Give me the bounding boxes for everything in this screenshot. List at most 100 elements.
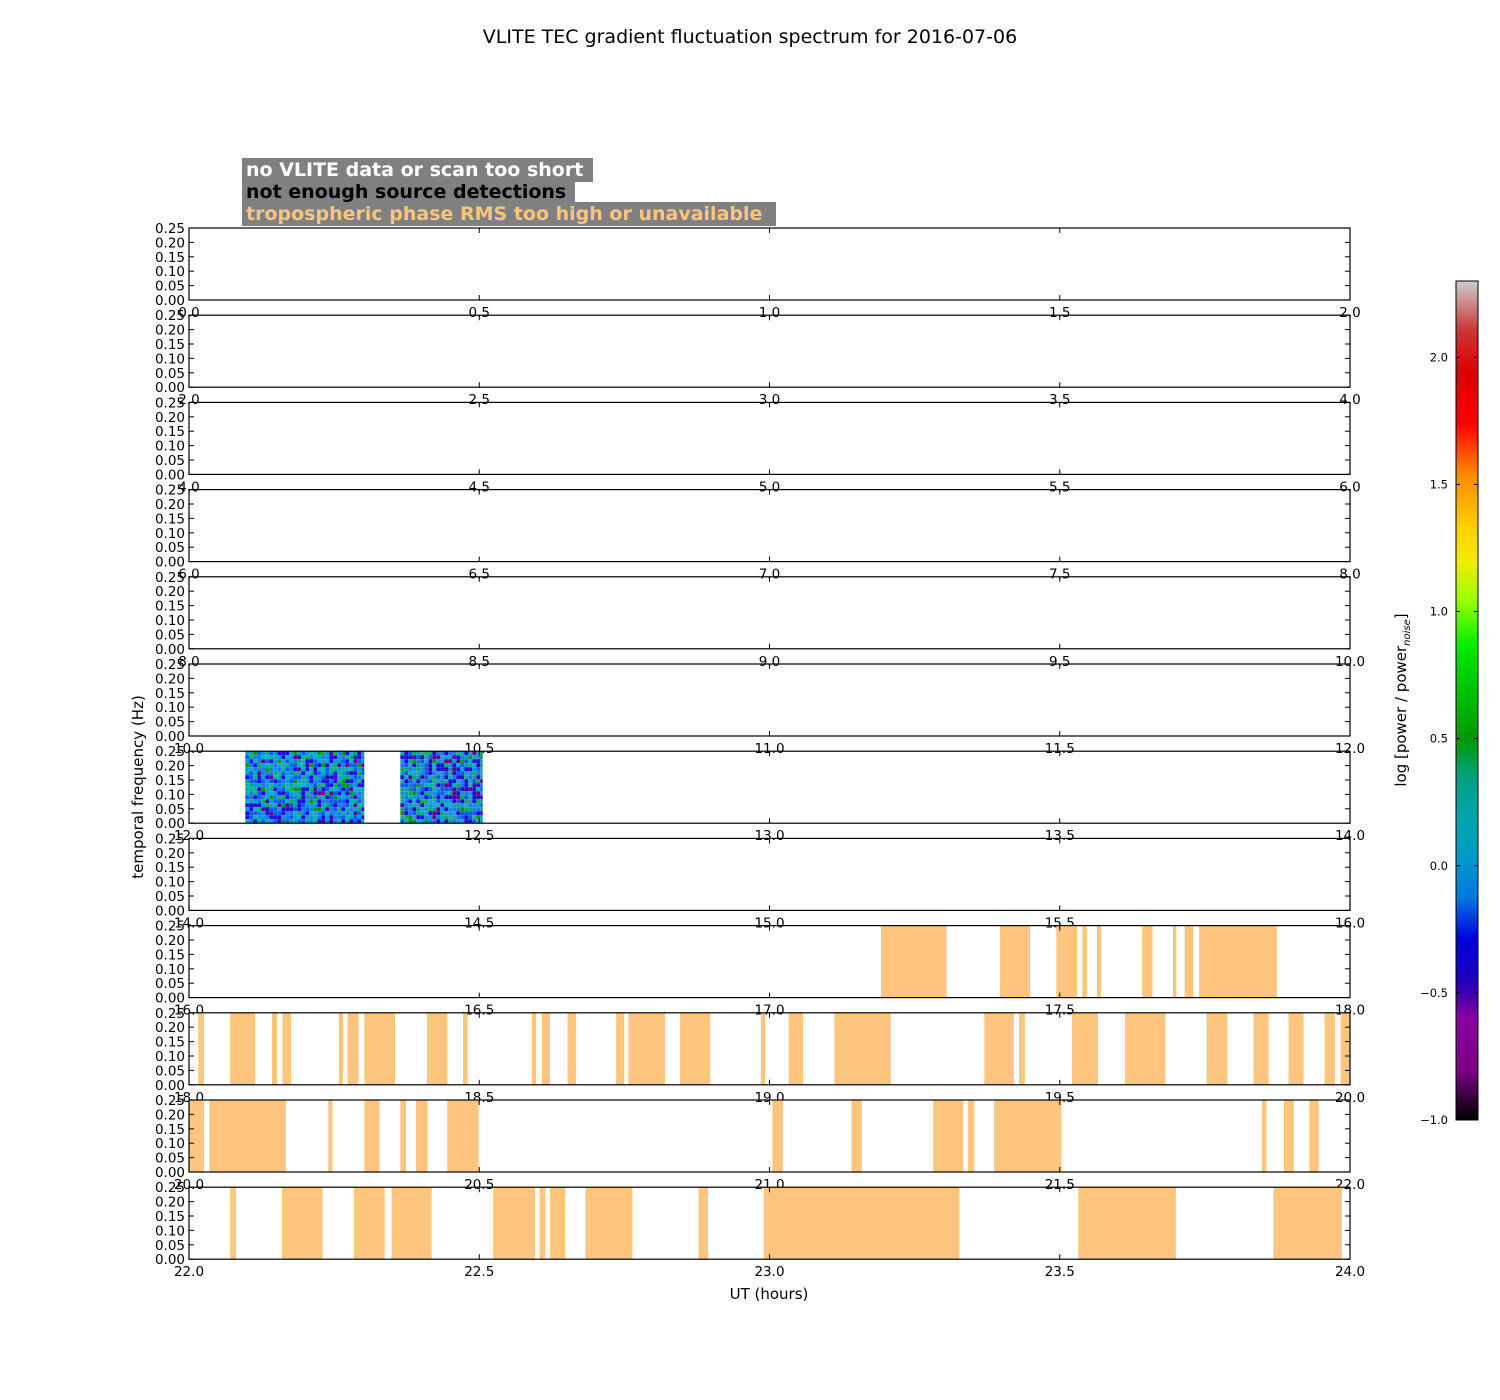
spectrogram-cell xyxy=(261,751,266,756)
spectrogram-cell xyxy=(325,751,330,756)
spectrogram-cell xyxy=(249,759,254,764)
x-tick-label: 15.0 xyxy=(754,915,784,931)
flag-bar xyxy=(209,1100,286,1172)
spectrogram-cell xyxy=(436,807,441,812)
spectrogram-cell xyxy=(301,767,306,772)
spectrogram-cell xyxy=(412,787,417,792)
spectrogram-cell xyxy=(440,775,445,780)
spectrogram-cell xyxy=(464,791,469,796)
y-tick-label: 0.05 xyxy=(155,1063,185,1079)
spectrogram-cell xyxy=(408,811,413,816)
y-tick-label: 0.15 xyxy=(155,599,185,615)
spectrogram-cell xyxy=(400,759,405,764)
spectrogram-cell xyxy=(317,791,322,796)
spectrogram-cell xyxy=(452,779,457,784)
spectrogram-cell xyxy=(325,811,330,816)
spectrogram-cell xyxy=(480,803,483,808)
spectrogram-cell xyxy=(281,791,286,796)
spectrogram-cell xyxy=(325,799,330,804)
spectrogram-cell xyxy=(480,799,483,804)
spectrogram-cell xyxy=(249,779,254,784)
spectrogram-cell xyxy=(345,751,350,756)
spectrogram-cell xyxy=(257,771,262,776)
spectrogram-cell xyxy=(329,807,334,812)
spectrogram-cell xyxy=(313,787,318,792)
spectrogram-cell xyxy=(325,783,330,788)
spectrogram-cell xyxy=(269,775,274,780)
spectrogram-cell xyxy=(257,775,262,780)
spectrogram-cell xyxy=(321,775,326,780)
spectrogram-cell xyxy=(313,799,318,804)
spectrogram-cell xyxy=(357,811,362,816)
y-tick-label: 0.10 xyxy=(155,351,185,367)
spectrogram-cell xyxy=(448,799,453,804)
spectrogram-cell xyxy=(293,759,298,764)
spectrogram-cell xyxy=(428,771,433,776)
y-tick-label: 0.25 xyxy=(155,395,185,411)
y-tick-label: 0.10 xyxy=(155,613,185,629)
spectrogram-cell xyxy=(349,759,354,764)
spectrogram-cell xyxy=(404,811,409,816)
spectrogram-cell xyxy=(464,763,469,768)
panel-3: 0.000.050.100.150.200.25 4.0 4.5 5.0 5.5 6.0 xyxy=(155,395,1361,495)
spectrogram-cell xyxy=(261,791,266,796)
spectrogram-cell xyxy=(293,799,298,804)
x-tick-label: 12.5 xyxy=(464,828,494,844)
spectrogram-cell xyxy=(432,799,437,804)
spectrogram-cell xyxy=(436,767,441,772)
spectrogram-cell xyxy=(273,783,278,788)
spectrogram-cell xyxy=(400,779,405,784)
spectrogram-cell xyxy=(456,755,461,760)
spectrogram-cell xyxy=(297,775,302,780)
spectrogram-cell xyxy=(337,775,342,780)
spectrogram-cell xyxy=(313,771,318,776)
spectrogram-cell xyxy=(476,795,481,800)
spectrogram-cell xyxy=(289,783,294,788)
spectrogram-cell xyxy=(436,811,441,816)
spectrogram-cell xyxy=(408,779,413,784)
spectrogram-cell xyxy=(456,767,461,772)
x-tick-label: 7.5 xyxy=(1049,567,1070,583)
spectrogram-cell xyxy=(416,779,421,784)
spectrogram-cell xyxy=(341,819,346,824)
spectrogram-cell xyxy=(408,803,413,808)
spectrogram-cell xyxy=(273,795,278,800)
spectrogram-cell xyxy=(432,751,437,756)
spectrogram-cell xyxy=(468,759,473,764)
spectrogram-cell xyxy=(321,787,326,792)
spectrogram-cell xyxy=(420,771,425,776)
spectrogram-cell xyxy=(253,779,258,784)
spectrogram-cell xyxy=(321,811,326,816)
spectrogram-cell xyxy=(329,763,334,768)
spectrogram-cell xyxy=(480,795,483,800)
spectrogram-cell xyxy=(325,807,330,812)
panel-frame xyxy=(188,1099,1351,1173)
spectrogram-cell xyxy=(309,787,314,792)
spectrogram-cell xyxy=(329,783,334,788)
spectrogram-cell xyxy=(412,751,417,756)
flag-bar xyxy=(400,1100,407,1172)
spectrogram-cell xyxy=(281,807,286,812)
spectrogram-cell xyxy=(361,767,365,772)
spectrogram-cell xyxy=(468,775,473,780)
spectrogram-cell xyxy=(412,759,417,764)
x-tick-label: 2.0 xyxy=(178,392,199,408)
spectrogram-cell xyxy=(460,787,465,792)
flag-bar xyxy=(881,925,947,998)
spectrogram-cell xyxy=(400,791,405,796)
y-tick-label: 0.10 xyxy=(155,875,185,891)
spectrogram-cell xyxy=(281,811,286,816)
spectrogram-cell xyxy=(249,763,254,768)
spectrogram-cell xyxy=(460,819,465,824)
spectrogram-cell xyxy=(277,759,282,764)
spectrogram-cell xyxy=(472,783,477,788)
spectrogram-cell xyxy=(329,771,334,776)
y-tick-label: 0.20 xyxy=(155,323,185,339)
spectrogram-cell xyxy=(440,815,445,820)
y-tick-label: 0.00 xyxy=(155,642,185,658)
colorbar-frame xyxy=(1455,280,1479,1121)
spectrogram-cell xyxy=(245,751,250,756)
spectrogram-cell xyxy=(293,811,298,816)
spectrogram-cell xyxy=(337,755,342,760)
